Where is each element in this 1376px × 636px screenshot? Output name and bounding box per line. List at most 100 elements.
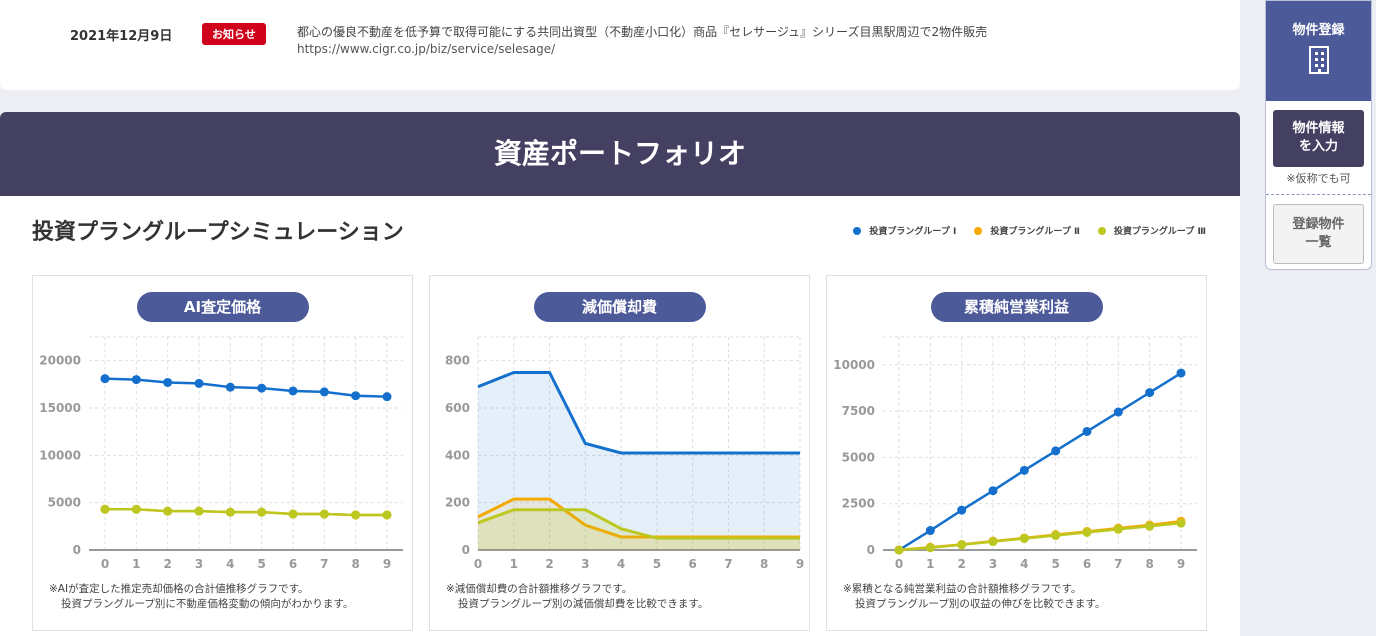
data-point [1145,521,1155,531]
property-register-header[interactable]: 物件登録 [1266,1,1371,101]
y-tick-label: 10000 [39,448,81,462]
portfolio-header: 資産ポートフォリオ [0,112,1240,196]
data-point [957,540,967,550]
legend-label: 投資プラングループ Ⅰ [869,227,957,237]
simulation-panel: 投資プラングループシミュレーション 投資プラングループ Ⅰ 投資プラングループ … [0,196,1240,636]
x-tick-label: 7 [1114,557,1122,571]
x-tick-label: 5 [653,557,661,571]
news-date: 2021年12月9日 [70,29,173,44]
data-point [1082,527,1092,537]
y-tick-label: 5000 [842,450,875,464]
x-tick-label: 3 [581,557,589,571]
series-line [477,508,800,540]
y-tick-label: 15000 [39,401,81,415]
y-tick-label: 20000 [39,354,81,368]
data-point [1051,446,1061,456]
data-point [163,506,173,516]
chart-card-cumulative-noi: 累積純営業利益 0 2500 5000 7500 10000 0 1 2 3 4 5 6 7 8 9 ※累積… [826,275,1207,631]
x-tick-label: 7 [320,557,328,571]
x-tick-label: 5 [1051,557,1059,571]
data-point [131,375,141,385]
chart-title: 累積純営業利益 [930,292,1103,322]
x-tick-label: 4 [617,557,625,571]
building-icon [1308,46,1329,74]
series-line [898,372,1182,552]
x-tick-label: 9 [1177,557,1185,571]
series-line [898,521,1182,552]
data-point [1145,388,1155,398]
cumulative-noi-chart: 0 2500 5000 7500 10000 0 1 2 3 4 5 6 7 8 9 [833,336,1197,571]
note-line: ※累積となる純営業利益の合計額推移グラフです。 [843,583,1082,595]
data-point [894,545,904,555]
data-point [957,505,967,515]
news-card: 2021年12月9日 お知らせ 都心の優良不動産を低予算で取得可能にする共同出資… [0,0,1240,90]
x-tick-label: 6 [688,557,696,571]
x-tick-label: 6 [289,557,297,571]
data-point [288,386,298,396]
data-point [225,382,235,392]
data-point [319,387,329,397]
data-point [194,378,204,388]
x-tick-label: 0 [895,557,903,571]
depreciation-chart: 0 200 400 600 800 0 1 2 3 4 5 6 7 8 9 [445,336,804,571]
data-point [1113,524,1123,534]
x-tick-label: 9 [796,557,804,571]
y-tick-label: 0 [867,543,875,557]
data-point [988,486,998,496]
data-point [288,509,298,519]
x-tick-label: 6 [1083,557,1091,571]
note-line: ※減価償却費の合計額推移グラフです。 [446,583,633,595]
x-tick-label: 4 [226,557,234,571]
data-point [1019,534,1029,544]
y-tick-label: 0 [462,543,470,557]
data-point [382,392,392,402]
data-point [351,391,361,401]
legend-dot [974,227,983,235]
legend-item: 投資プラングループ Ⅱ [974,224,1080,237]
note-line: 投資プラングループ別の収益の伸びを比較できます。 [855,598,1106,610]
legend-item: 投資プラングループ Ⅲ [1097,224,1206,237]
series-line [104,377,388,398]
property-sidebar: 物件登録 物件情報 を入力 ※仮称でも可 登録物件 一覧 [1265,0,1372,270]
chart-note: ※AIが査定した推定売却価格の合計値推移グラフです。 投資プラングループ別に不動産… [49,582,353,612]
data-point [382,510,392,520]
series-line [477,371,800,455]
data-point [925,526,935,536]
x-tick-label: 8 [760,557,768,571]
news-badge: お知らせ [202,23,266,45]
data-point [257,383,267,393]
y-tick-label: 800 [445,354,470,368]
y-tick-label: 400 [445,448,470,462]
registered-list-button[interactable]: 登録物件 一覧 [1273,204,1364,264]
data-point [100,374,110,384]
data-point [1113,407,1123,417]
data-point [100,504,110,514]
series-line [105,508,387,517]
x-tick-label: 4 [1020,557,1028,571]
y-tick-label: 0 [73,543,81,557]
x-tick-label: 0 [101,557,109,571]
legend-label: 投資プラングループ Ⅲ [1113,227,1206,237]
series-area [478,509,800,550]
button-label: を入力 [1298,139,1338,154]
ai-price-chart: 0 5000 10000 15000 20000 0 1 2 3 4 5 6 7 8 9 [39,336,403,571]
button-label: 登録物件 [1292,217,1345,232]
sidebar-header-label: 物件登録 [1292,23,1345,38]
x-tick-label: 0 [474,557,482,571]
data-point [351,510,361,520]
note-line: ※AIが査定した推定売却価格の合計値推移グラフです。 [49,583,309,595]
x-tick-label: 9 [383,557,391,571]
x-tick-label: 1 [510,557,518,571]
x-tick-label: 2 [545,557,553,571]
section-title: 投資プラングループシミュレーション [32,220,404,245]
news-title[interactable]: 都心の優良不動産を低予算で取得可能にする共同出資型（不動産小口化）商品『セレサー… [297,25,988,39]
data-point [163,377,173,387]
data-point [225,507,235,517]
enter-property-button[interactable]: 物件情報 を入力 [1273,110,1364,167]
chart-card-depreciation: 減価償却費 0 200 400 600 800 0 1 2 3 4 5 6 7 8 9 ※減価償却費の合計額… [429,275,810,631]
data-point [131,504,141,514]
chart-legend: 投資プラングループ Ⅰ 投資プラングループ Ⅱ 投資プラングループ Ⅲ [853,224,1206,237]
legend-dot [853,227,862,235]
x-tick-label: 8 [1145,557,1153,571]
news-url[interactable]: https://www.cigr.co.jp/biz/service/seles… [297,42,556,56]
